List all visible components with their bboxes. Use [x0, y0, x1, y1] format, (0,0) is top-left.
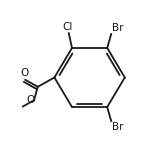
- Text: Br: Br: [112, 122, 124, 132]
- Text: O: O: [20, 68, 29, 78]
- Text: Br: Br: [112, 23, 124, 33]
- Text: Cl: Cl: [62, 22, 72, 32]
- Text: O: O: [26, 95, 34, 105]
